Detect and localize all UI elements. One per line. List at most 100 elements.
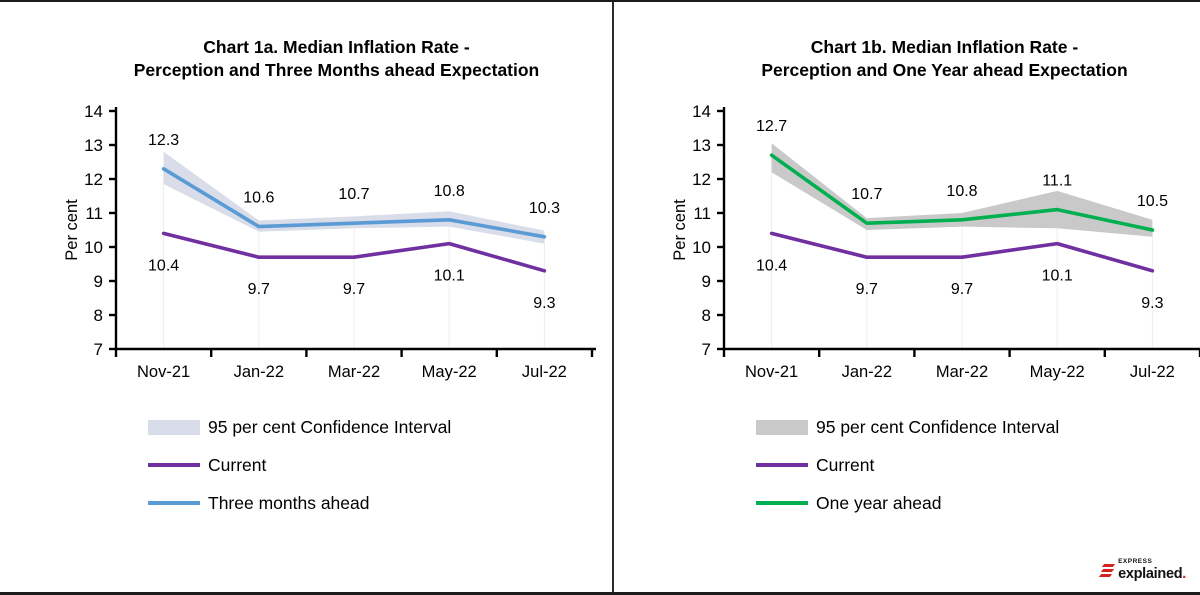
legend-item-confidence-interval: 95 per cent Confidence Interval — [148, 417, 609, 438]
svg-text:7: 7 — [702, 340, 711, 359]
drop-lines — [771, 154, 1153, 349]
svg-text:10.7: 10.7 — [338, 186, 369, 203]
svg-text:9: 9 — [94, 272, 103, 291]
svg-text:7: 7 — [94, 340, 103, 359]
svg-text:11: 11 — [693, 204, 711, 223]
confidence-band-swatch — [756, 419, 808, 435]
axes — [109, 106, 596, 357]
legend-item-three-months-ahead: Three months ahead — [148, 493, 609, 514]
svg-text:10.3: 10.3 — [529, 199, 560, 216]
legend-1b: 95 per cent Confidence Interval Current … — [672, 417, 1200, 514]
svg-text:10.4: 10.4 — [756, 257, 787, 274]
svg-text:10: 10 — [692, 238, 711, 257]
svg-text:9.7: 9.7 — [343, 281, 365, 298]
logo-dot: . — [1182, 565, 1186, 582]
legend-label-current: Current — [208, 454, 267, 475]
svg-text:14: 14 — [692, 102, 711, 121]
chart-title-1a-line2: Perception and Three Months ahead Expect… — [133, 59, 540, 80]
chart-panel-1b: Chart 1b. Median Inflation Rate - Percep… — [614, 2, 1200, 592]
current-line-swatch — [756, 462, 808, 468]
svg-text:10.5: 10.5 — [1137, 193, 1168, 210]
logo-mark-icon — [1098, 573, 1113, 577]
svg-text:9: 9 — [702, 272, 711, 291]
x-tick-labels: Nov-21 Jan-22 Mar-22 May-22 Jul-22 — [137, 363, 567, 381]
y-axis-title: Per cent — [64, 198, 81, 260]
svg-text:8: 8 — [94, 306, 103, 325]
one-year-ahead-line-swatch — [756, 501, 808, 505]
svg-text:9.7: 9.7 — [248, 281, 270, 298]
legend-item-confidence-interval: 95 per cent Confidence Interval — [756, 417, 1200, 438]
series-labels-one-year-ahead: 12.7 10.7 10.8 11.1 10.5 — [756, 118, 1168, 210]
svg-text:12.7: 12.7 — [756, 118, 787, 135]
series-labels-current: 10.4 9.7 9.7 10.1 9.3 — [148, 257, 556, 311]
svg-text:13: 13 — [84, 136, 103, 155]
chart-panel-1a: Chart 1a. Median Inflation Rate - Percep… — [0, 2, 612, 592]
svg-text:Jan-22: Jan-22 — [842, 363, 892, 381]
series-line-one-year-ahead — [769, 152, 1155, 232]
drop-lines — [163, 168, 545, 349]
svg-text:May-22: May-22 — [422, 363, 477, 381]
svg-text:13: 13 — [692, 136, 711, 155]
legend-label-one-year-ahead: One year ahead — [816, 492, 942, 513]
chart-title-1b-line1: Chart 1b. Median Inflation Rate - — [810, 37, 1079, 57]
svg-text:Mar-22: Mar-22 — [936, 363, 988, 381]
series-line-current — [769, 231, 1155, 273]
legend-label-confidence-interval: 95 per cent Confidence Interval — [816, 416, 1060, 437]
svg-text:Nov-21: Nov-21 — [745, 363, 798, 381]
svg-text:9.7: 9.7 — [856, 281, 878, 298]
svg-text:9.3: 9.3 — [1141, 294, 1163, 311]
chart-title-1b: Chart 1b. Median Inflation Rate - Percep… — [672, 36, 1200, 82]
svg-text:Nov-21: Nov-21 — [137, 363, 190, 381]
express-logo-marks-icon — [1098, 563, 1116, 577]
svg-text:Jan-22: Jan-22 — [234, 363, 284, 381]
svg-text:10.4: 10.4 — [148, 257, 179, 274]
logo-express-text: EXPRESS — [1118, 558, 1153, 565]
legend-item-current: Current — [756, 455, 1200, 476]
legend-item-one-year-ahead: One year ahead — [756, 493, 1200, 514]
svg-text:11.1: 11.1 — [1042, 172, 1072, 189]
svg-text:10.8: 10.8 — [946, 182, 977, 199]
panel-divider — [612, 2, 614, 592]
series-line-current — [161, 231, 547, 273]
panel-content-1a: Chart 1a. Median Inflation Rate - Percep… — [64, 36, 609, 514]
series-line-three-months-ahead — [161, 166, 547, 239]
svg-text:8: 8 — [702, 306, 711, 325]
logo-explained-word: explained — [1118, 565, 1183, 582]
chart-title-1a-line1: Chart 1a. Median Inflation Rate - — [203, 37, 470, 57]
axes — [717, 106, 1200, 357]
svg-text:9.7: 9.7 — [951, 281, 973, 298]
legend-1a: 95 per cent Confidence Interval Current … — [64, 417, 609, 514]
chart-title-1a: Chart 1a. Median Inflation Rate - Percep… — [64, 36, 609, 82]
logo-mark-icon — [1101, 563, 1116, 567]
svg-text:14: 14 — [84, 102, 103, 121]
legend-label-current: Current — [816, 454, 875, 475]
svg-text:10.8: 10.8 — [434, 182, 465, 199]
x-tick-labels: Nov-21 Jan-22 Mar-22 May-22 Jul-22 — [745, 363, 1175, 381]
confidence-band — [771, 142, 1153, 237]
svg-text:Jul-22: Jul-22 — [522, 363, 567, 381]
y-tick-labels: 7 8 9 10 11 12 13 14 — [84, 102, 103, 359]
svg-text:Mar-22: Mar-22 — [328, 363, 380, 381]
svg-text:9.3: 9.3 — [533, 294, 555, 311]
legend-label-confidence-interval: 95 per cent Confidence Interval — [208, 416, 452, 437]
confidence-band-swatch — [148, 419, 200, 435]
svg-text:May-22: May-22 — [1030, 363, 1085, 381]
svg-text:12: 12 — [692, 170, 711, 189]
svg-text:10: 10 — [84, 238, 103, 257]
svg-text:10.1: 10.1 — [434, 267, 465, 284]
current-line-swatch — [148, 462, 200, 468]
three-months-ahead-line-swatch — [148, 501, 200, 505]
logo-mark-icon — [1100, 568, 1114, 572]
svg-text:10.6: 10.6 — [243, 189, 274, 206]
logo-text-block: EXPRESS explained. — [1118, 558, 1186, 582]
line-chart-1a: 7 8 9 10 11 12 13 14 Nov-21 Jan-22 Mar-22 May-22 Jul… — [64, 102, 596, 381]
svg-text:10.1: 10.1 — [1042, 267, 1073, 284]
line-chart-1b: 7 8 9 10 11 12 13 14 Nov-21 Jan-22 Mar-22 May-22 Jul… — [672, 102, 1200, 381]
express-explained-logo: EXPRESS explained. — [1098, 558, 1186, 582]
svg-text:11: 11 — [85, 204, 103, 223]
y-axis-title: Per cent — [672, 198, 689, 260]
panel-content-1b: Chart 1b. Median Inflation Rate - Percep… — [672, 36, 1200, 514]
chart-title-1b-line2: Perception and One Year ahead Expectatio… — [761, 59, 1128, 80]
svg-text:12.3: 12.3 — [148, 131, 179, 148]
